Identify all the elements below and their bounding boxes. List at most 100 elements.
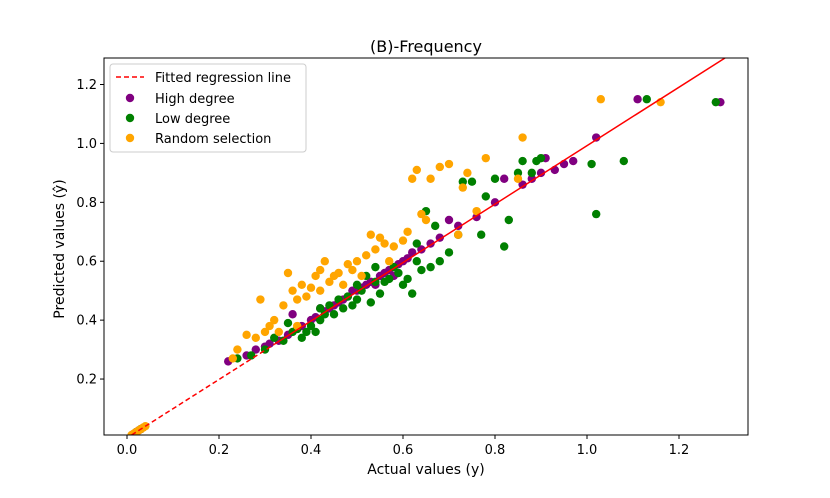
data-point [518, 133, 527, 142]
y-tick-label: 0.2 [76, 373, 97, 388]
data-point [352, 257, 362, 266]
data-point [371, 245, 380, 254]
data-point [435, 257, 444, 266]
legend-label-regression: Fitted regression line [155, 71, 291, 86]
plot-marks [127, 58, 726, 435]
data-point [348, 301, 357, 310]
data-point [398, 236, 408, 245]
data-point [536, 168, 546, 178]
data-point [435, 162, 444, 172]
regression-line-dashed [131, 343, 275, 435]
data-point [403, 274, 412, 284]
data-point [279, 301, 288, 310]
data-point [408, 248, 417, 257]
data-point [242, 330, 251, 340]
data-point [711, 97, 720, 107]
data-point [481, 153, 490, 163]
data-point [274, 327, 283, 337]
data-point [500, 242, 509, 251]
data-point [458, 183, 467, 192]
data-point [251, 345, 260, 354]
data-point [316, 286, 325, 295]
data-point [587, 159, 596, 169]
data-point [385, 257, 394, 266]
data-point [375, 233, 385, 242]
data-point [320, 310, 329, 319]
data-point [500, 174, 509, 183]
data-point [251, 333, 260, 343]
data-point [339, 280, 348, 289]
y-axis-label: Predicted values (ŷ) [52, 179, 68, 318]
data-point [357, 271, 366, 281]
data-point [293, 295, 302, 304]
x-tick-label: 0.2 [209, 443, 230, 458]
data-point [642, 95, 651, 104]
y-tick-label: 0.8 [76, 196, 97, 211]
data-point [316, 265, 325, 275]
data-point [477, 230, 486, 239]
x-tick-label: 0.4 [301, 443, 322, 458]
data-point [371, 262, 380, 272]
data-point [536, 153, 546, 163]
data-point [426, 174, 435, 183]
data-point [279, 336, 288, 345]
data-point [472, 206, 481, 216]
data-point [592, 209, 601, 219]
data-point [417, 209, 426, 219]
y-tick-label: 1.2 [76, 78, 97, 93]
data-point [270, 333, 279, 343]
x-tick-label: 0.0 [117, 443, 138, 458]
data-point [518, 180, 527, 189]
chart-title: (B)-Frequency [370, 37, 482, 56]
x-axis: 0.0 0.2 0.4 0.6 0.8 1.0 1.2 [117, 435, 689, 458]
data-point [385, 274, 394, 284]
data-point [265, 339, 274, 348]
data-point [316, 315, 325, 325]
legend-label-random-selection: Random selection [155, 132, 271, 147]
data-point [412, 165, 421, 175]
legend-marker-high-degree [125, 93, 135, 103]
data-point [334, 268, 343, 278]
data-point [444, 248, 454, 257]
data-point [283, 268, 293, 278]
x-tick-label: 0.8 [485, 443, 506, 458]
data-point [513, 168, 523, 178]
y-axis: 0.2 0.4 0.6 0.8 1.0 1.2 [76, 78, 104, 388]
data-point [490, 174, 500, 183]
data-point [527, 168, 536, 178]
data-point [297, 333, 306, 343]
data-point [316, 304, 325, 313]
data-point [329, 310, 339, 319]
data-point [311, 271, 320, 281]
legend-marker-random-selection [125, 133, 135, 143]
data-point [490, 198, 500, 207]
legend-label-low-degree: Low degree [155, 112, 230, 127]
data-point [417, 265, 426, 275]
data-point [343, 259, 352, 269]
y-tick-label: 1.0 [76, 137, 97, 152]
data-point [357, 286, 366, 295]
data-point [431, 221, 440, 231]
data-point [371, 277, 380, 287]
data-point [288, 310, 297, 319]
y-tick-label: 0.4 [76, 314, 97, 329]
data-point [352, 295, 362, 304]
legend-marker-low-degree [125, 113, 135, 123]
data-point [389, 242, 398, 251]
data-point [228, 354, 237, 363]
data-point [348, 265, 357, 275]
data-point [421, 215, 431, 225]
data-point [408, 174, 417, 183]
x-tick-label: 0.6 [393, 443, 414, 458]
data-point [633, 95, 642, 104]
data-point [366, 298, 375, 307]
data-point [527, 174, 536, 183]
data-point [394, 268, 403, 278]
data-point [412, 257, 421, 266]
series-random-selection [127, 95, 665, 435]
data-point [366, 230, 375, 239]
data-point [306, 283, 316, 292]
data-point [596, 95, 605, 104]
data-point [260, 327, 270, 337]
